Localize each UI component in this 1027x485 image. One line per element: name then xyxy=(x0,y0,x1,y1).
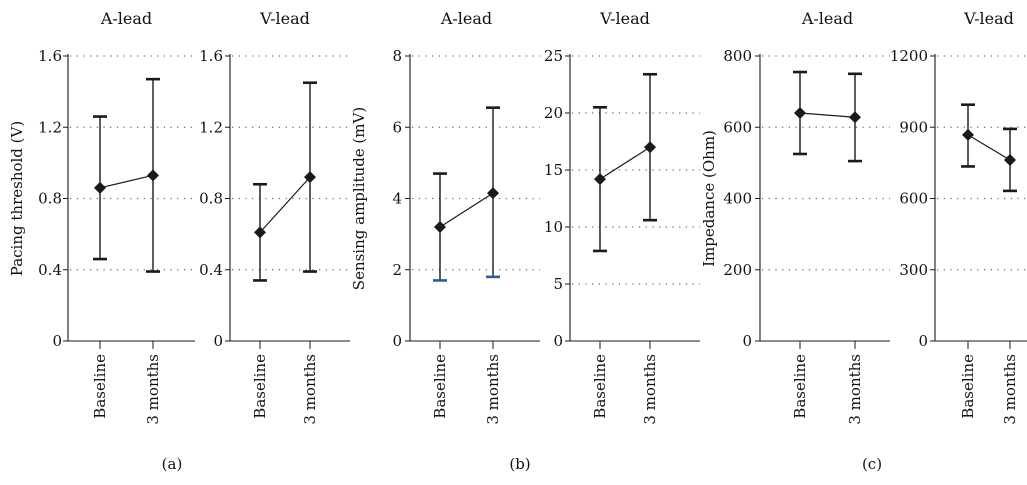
data-point-diamond xyxy=(304,171,316,184)
y-tick-label: 0 xyxy=(742,332,752,350)
x-tick-label: Baseline xyxy=(431,354,449,419)
series-line xyxy=(259,176,311,233)
y-tick-label: 600 xyxy=(899,190,928,208)
y-tick-label: 600 xyxy=(723,118,752,136)
y-axis-label: Pacing threshold (V) xyxy=(8,121,26,276)
x-tick-label: Baseline xyxy=(251,354,269,419)
y-tick-label: 0 xyxy=(52,332,62,350)
data-point-diamond xyxy=(434,221,446,233)
x-tick-label: 3 months xyxy=(846,354,864,425)
subplot-6: V-lead 0 300 600 900 1200 Baseline 3 months xyxy=(890,9,1027,425)
y-tick-label: 10 xyxy=(544,218,563,236)
x-tick-label: 3 months xyxy=(1001,354,1019,425)
series-line xyxy=(99,174,154,189)
subplot-title: A-lead xyxy=(100,9,152,28)
y-tick-label: 1.2 xyxy=(38,118,62,136)
y-tick-label: 400 xyxy=(723,190,752,208)
subplot-5: A-lead Impedance (Ohm) 0 200 400 600 800 Baseli… xyxy=(700,9,890,425)
data-point-diamond xyxy=(794,107,806,119)
y-tick-label: 800 xyxy=(723,47,752,65)
y-axis-label: Impedance (Ohm) xyxy=(700,130,718,267)
data-point-diamond xyxy=(962,128,974,141)
data-point-diamond xyxy=(1004,154,1016,167)
data-point-diamond xyxy=(254,226,266,239)
x-tick-label: Baseline xyxy=(791,354,809,419)
x-tick-label: 3 months xyxy=(144,354,162,425)
y-tick-label: 200 xyxy=(723,261,752,279)
y-tick-label: 0 xyxy=(392,332,402,350)
y-tick-label: 0 xyxy=(553,332,563,350)
y-tick-label: 0 xyxy=(918,332,928,350)
subplot-4: V-lead 0 5 10 15 20 25 Baseline 3 months xyxy=(544,9,700,425)
x-tick-label: 3 months xyxy=(301,354,319,425)
y-tick-label: 6 xyxy=(392,118,402,136)
subplot-title: V-lead xyxy=(259,9,310,28)
x-tick-label: Baseline xyxy=(959,354,977,419)
panel-label-a: (a) xyxy=(162,455,183,473)
data-point-diamond xyxy=(147,169,159,182)
subplot-3: A-lead Sensing amplitude (mV) 0 2 4 6 8 Baselin… xyxy=(350,9,540,425)
y-tick-label: 0 xyxy=(213,332,223,350)
y-tick-label: 2 xyxy=(392,261,402,279)
y-tick-label: 4 xyxy=(392,190,402,208)
panel-label-b: (b) xyxy=(509,455,530,473)
data-point-diamond xyxy=(94,181,106,194)
y-tick-label: 5 xyxy=(553,275,563,293)
data-point-diamond xyxy=(644,141,656,154)
y-tick-label: 1200 xyxy=(890,47,928,65)
y-tick-label: 0.8 xyxy=(199,190,223,208)
data-point-diamond xyxy=(594,173,606,186)
y-tick-label: 25 xyxy=(544,47,563,65)
x-tick-label: Baseline xyxy=(591,354,609,419)
subplot-2: V-lead 0 0.4 0.8 1.2 1.6 Baseline 3 months xyxy=(199,9,350,425)
x-tick-label: Baseline xyxy=(91,354,109,419)
series-line xyxy=(799,112,856,118)
data-point-diamond xyxy=(487,187,499,200)
series-line xyxy=(599,146,651,180)
y-tick-label: 900 xyxy=(899,118,928,136)
subplot-title: A-lead xyxy=(801,9,853,28)
y-axis-label: Sensing amplitude (mV) xyxy=(350,107,368,290)
y-tick-label: 15 xyxy=(544,161,563,179)
y-tick-label: 0.4 xyxy=(38,261,62,279)
series-line xyxy=(967,134,1011,161)
panel-label-c: (c) xyxy=(862,455,882,473)
y-tick-label: 8 xyxy=(392,47,402,65)
x-tick-label: 3 months xyxy=(484,354,502,425)
subplot-1: A-lead Pacing threshold (V) 0 0.4 0.8 1.2 1.6 B… xyxy=(8,9,195,425)
y-tick-label: 20 xyxy=(544,104,563,122)
data-point-diamond xyxy=(849,111,861,124)
y-tick-label: 1.6 xyxy=(199,47,223,65)
subplot-title: V-lead xyxy=(599,9,650,28)
series-line xyxy=(439,192,494,228)
y-tick-label: 1.6 xyxy=(38,47,62,65)
y-tick-label: 1.2 xyxy=(199,118,223,136)
y-tick-label: 300 xyxy=(899,261,928,279)
x-tick-label: 3 months xyxy=(641,354,659,425)
subplot-title: A-lead xyxy=(440,9,492,28)
y-tick-label: 0.8 xyxy=(38,190,62,208)
subplot-title: V-lead xyxy=(963,9,1014,28)
y-tick-label: 0.4 xyxy=(199,261,223,279)
